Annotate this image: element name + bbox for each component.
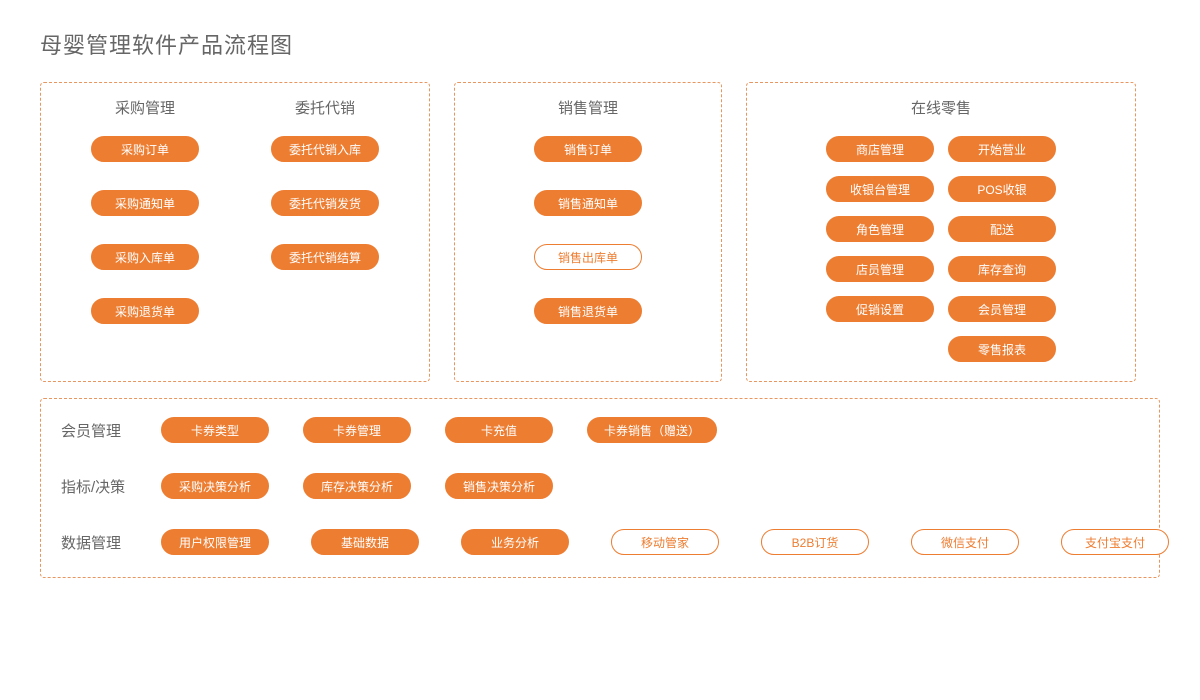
col-consign: 委托代销 委托代销入库 委托代销发货 委托代销结算: [235, 97, 415, 365]
pill-retail-cashier: 收银台管理: [826, 176, 934, 202]
retail-columns: 商店管理 收银台管理 角色管理 店员管理 促销设置 开始营业 POS收银 配送 …: [826, 136, 1056, 362]
retail-col1: 商店管理 收银台管理 角色管理 店员管理 促销设置: [826, 136, 934, 362]
top-panels: 采购管理 采购订单 采购通知单 采购入库单 采购退货单 委托代销 委托代销入库 …: [40, 82, 1160, 382]
pill-decision-stock: 库存决策分析: [303, 473, 411, 499]
row-data: 数据管理 用户权限管理 基础数据 业务分析 移动管家 B2B订货 微信支付 支付…: [61, 529, 1139, 555]
pill-data-basic: 基础数据: [311, 529, 419, 555]
row-member: 会员管理 卡券类型 卡券管理 卡充值 卡券销售（赠送）: [61, 417, 1139, 443]
pill-member-cardtype: 卡券类型: [161, 417, 269, 443]
pill-data-b2b: B2B订货: [761, 529, 869, 555]
label-data: 数据管理: [61, 532, 161, 553]
label-decision: 指标/决策: [61, 476, 161, 497]
pill-data-wechat: 微信支付: [911, 529, 1019, 555]
pill-retail-pos: POS收银: [948, 176, 1056, 202]
pill-sales-outbound: 销售出库单: [534, 244, 642, 270]
pill-purchase-order: 采购订单: [91, 136, 199, 162]
header-retail: 在线零售: [911, 97, 971, 118]
pill-data-mobile: 移动管家: [611, 529, 719, 555]
pill-data-alipay: 支付宝支付: [1061, 529, 1169, 555]
stack-consign: 委托代销入库 委托代销发货 委托代销结算: [271, 136, 379, 270]
pill-retail-open: 开始营业: [948, 136, 1056, 162]
pills-decision: 采购决策分析 库存决策分析 销售决策分析: [161, 473, 553, 499]
pill-consign-inbound: 委托代销入库: [271, 136, 379, 162]
pill-sales-notice: 销售通知单: [534, 190, 642, 216]
panel-sales: 销售管理 销售订单 销售通知单 销售出库单 销售退货单: [454, 82, 722, 382]
pill-member-recharge: 卡充值: [445, 417, 553, 443]
pill-retail-staff: 店员管理: [826, 256, 934, 282]
pill-retail-promo: 促销设置: [826, 296, 934, 322]
pill-retail-store: 商店管理: [826, 136, 934, 162]
stack-purchase: 采购订单 采购通知单 采购入库单 采购退货单: [91, 136, 199, 324]
pill-retail-delivery: 配送: [948, 216, 1056, 242]
pill-consign-settle: 委托代销结算: [271, 244, 379, 270]
pill-sales-order: 销售订单: [534, 136, 642, 162]
header-consign: 委托代销: [295, 97, 355, 118]
pill-purchase-notice: 采购通知单: [91, 190, 199, 216]
pill-purchase-inbound: 采购入库单: [91, 244, 199, 270]
page-title: 母婴管理软件产品流程图: [40, 28, 1160, 60]
pill-decision-purchase: 采购决策分析: [161, 473, 269, 499]
pill-member-cardmgmt: 卡券管理: [303, 417, 411, 443]
label-member: 会员管理: [61, 420, 161, 441]
header-purchase: 采购管理: [115, 97, 175, 118]
pill-retail-role: 角色管理: [826, 216, 934, 242]
pill-data-userperm: 用户权限管理: [161, 529, 269, 555]
pill-retail-member: 会员管理: [948, 296, 1056, 322]
panel-retail: 在线零售 商店管理 收银台管理 角色管理 店员管理 促销设置 开始营业 POS收…: [746, 82, 1136, 382]
row-decision: 指标/决策 采购决策分析 库存决策分析 销售决策分析: [61, 473, 1139, 499]
pill-decision-sales: 销售决策分析: [445, 473, 553, 499]
header-sales: 销售管理: [558, 97, 618, 118]
stack-sales: 销售订单 销售通知单 销售出库单 销售退货单: [534, 136, 642, 324]
pills-member: 卡券类型 卡券管理 卡充值 卡券销售（赠送）: [161, 417, 717, 443]
pill-data-analysis: 业务分析: [461, 529, 569, 555]
col-purchase: 采购管理 采购订单 采购通知单 采购入库单 采购退货单: [55, 97, 235, 365]
pill-consign-ship: 委托代销发货: [271, 190, 379, 216]
panel-purchase-consign: 采购管理 采购订单 采购通知单 采购入库单 采购退货单 委托代销 委托代销入库 …: [40, 82, 430, 382]
panel-bottom: 会员管理 卡券类型 卡券管理 卡充值 卡券销售（赠送） 指标/决策 采购决策分析…: [40, 398, 1160, 578]
pill-retail-stock: 库存查询: [948, 256, 1056, 282]
pill-member-cardsale: 卡券销售（赠送）: [587, 417, 717, 443]
pill-sales-return: 销售退货单: [534, 298, 642, 324]
retail-col2: 开始营业 POS收银 配送 库存查询 会员管理 零售报表: [948, 136, 1056, 362]
pill-purchase-return: 采购退货单: [91, 298, 199, 324]
pills-data: 用户权限管理 基础数据 业务分析 移动管家 B2B订货 微信支付 支付宝支付: [161, 529, 1169, 555]
pill-retail-report: 零售报表: [948, 336, 1056, 362]
